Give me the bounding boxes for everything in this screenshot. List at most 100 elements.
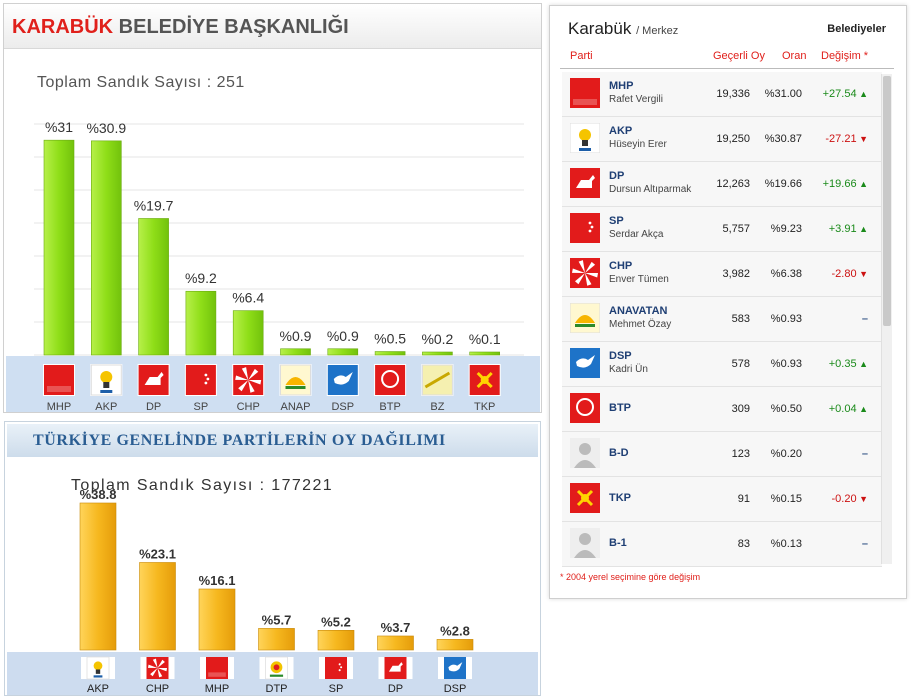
change-text: +27.54 — [822, 88, 857, 100]
bar-dsp — [436, 639, 474, 651]
chp-logo — [146, 657, 169, 679]
bar-dsp — [327, 348, 359, 356]
value-label-akp: %38.8 — [80, 487, 117, 502]
vote-rate: %30.87 — [764, 133, 802, 145]
bar-akp — [79, 502, 117, 651]
party-name: AKP — [609, 125, 633, 137]
value-label-bz: %0.2 — [421, 331, 453, 347]
valid-votes: 309 — [731, 403, 750, 415]
arrow-up-icon: ▲ — [856, 224, 868, 234]
category-label-akp: AKP — [95, 401, 117, 413]
person-placeholder-icon — [570, 528, 600, 558]
change-value: -2.80 ▼ — [832, 268, 869, 280]
tkp-logo — [570, 483, 600, 513]
dp-logo — [384, 657, 407, 679]
dp-logo — [570, 168, 600, 198]
arrow-down-icon: ▼ — [856, 134, 868, 144]
btp-logo — [375, 365, 406, 395]
scrollbar[interactable] — [881, 74, 892, 564]
result-row-chp[interactable]: CHP Enver Tümen 3,982 %6.38 -2.80 ▼ — [562, 252, 882, 297]
category-label-btp: BTP — [379, 401, 400, 413]
value-label-btp: %0.5 — [374, 331, 406, 347]
result-row-dp[interactable]: DP Dursun Altıparmak 12,263 %19.66 +19.66 ▲ — [562, 162, 882, 207]
vote-rate: %0.93 — [770, 358, 802, 370]
dsp-logo — [444, 657, 466, 679]
category-label-akp: AKP — [87, 683, 109, 695]
dp-logo — [138, 365, 169, 395]
dsp-logo — [570, 348, 600, 378]
header-divider — [560, 68, 894, 69]
person-placeholder-icon — [570, 528, 600, 558]
candidate-name: Dursun Altıparmak — [609, 184, 692, 195]
mhp-logo — [570, 78, 600, 108]
col-header-votes: Geçerli Oy — [713, 50, 765, 62]
value-label-dp: %19.7 — [134, 197, 174, 213]
akp-logo — [570, 123, 600, 153]
col-header-rate: Oran — [782, 50, 807, 62]
change-text: +19.66 — [822, 178, 857, 190]
value-label-dp: %3.7 — [381, 620, 411, 635]
change-text: – — [861, 448, 868, 460]
vote-rate: %6.38 — [770, 268, 802, 280]
bar-tkp — [469, 351, 501, 356]
value-label-dtp: %5.7 — [262, 612, 292, 627]
scrollbar-thumb[interactable] — [883, 76, 891, 326]
vote-rate: %19.66 — [764, 178, 802, 190]
change-text: +3.91 — [828, 223, 857, 235]
results-list: MHP Rafet Vergili 19,336 %31.00 +27.54 ▲ AKP H… — [562, 72, 882, 567]
akp-logo — [570, 123, 600, 153]
candidate-name: Kadri Ün — [609, 364, 648, 375]
change-text: – — [861, 313, 868, 325]
result-row-btp[interactable]: BTP 309 %0.50 +0.04 ▲ — [562, 387, 882, 432]
sp-logo — [325, 657, 347, 679]
result-row-dsp[interactable]: DSP Kadri Ün 578 %0.93 +0.35 ▲ — [562, 342, 882, 387]
dsp-logo — [327, 365, 358, 395]
sp-logo — [570, 213, 600, 243]
result-row-akp[interactable]: AKP Hüseyin Erer 19,250 %30.87 -27.21 ▼ — [562, 117, 882, 162]
result-row-anavatan[interactable]: ANAVATAN Mehmet Özay 583 %0.93 – — [562, 297, 882, 342]
result-row-b-1[interactable]: B-1 83 %0.13 – — [562, 522, 882, 567]
sp-logo — [570, 213, 600, 243]
bz-logo — [421, 364, 453, 396]
btp-logo — [570, 393, 600, 423]
change-value: -27.21 ▼ — [825, 133, 868, 145]
vote-rate: %0.93 — [770, 313, 802, 325]
akp-logo — [86, 656, 110, 680]
change-text: +0.35 — [828, 358, 857, 370]
result-row-sp[interactable]: SP Serdar Akça 5,757 %9.23 +3.91 ▲ — [562, 207, 882, 252]
value-label-akp: %30.9 — [86, 120, 126, 136]
result-row-b-d[interactable]: B-D 123 %0.20 – — [562, 432, 882, 477]
vote-rate: %0.20 — [770, 448, 802, 460]
dsp-logo — [570, 348, 600, 378]
party-name: B-D — [609, 447, 629, 459]
value-label-sp: %9.2 — [185, 270, 217, 286]
valid-votes: 123 — [731, 448, 750, 460]
valid-votes: 578 — [731, 358, 750, 370]
valid-votes: 583 — [731, 313, 750, 325]
category-label-dsp: DSP — [444, 683, 467, 695]
value-label-mhp: %31 — [45, 119, 73, 135]
change-text: – — [861, 538, 868, 550]
logo-strip — [6, 356, 540, 412]
candidate-name: Hüseyin Erer — [609, 139, 667, 150]
change-value: – — [862, 448, 868, 460]
value-label-chp: %6.4 — [232, 290, 264, 306]
col-header-change: Değişim * — [821, 50, 869, 62]
anap-logo — [280, 364, 311, 396]
result-row-mhp[interactable]: MHP Rafet Vergili 19,336 %31.00 +27.54 ▲ — [562, 72, 882, 117]
bar-mhp — [43, 139, 75, 356]
change-value: +0.04 ▲ — [829, 403, 868, 415]
bar-dp — [377, 635, 414, 651]
category-label-anap: ANAP — [281, 401, 311, 413]
karabuk-total-ballot-boxes: Toplam Sandık Sayısı : 251 — [37, 74, 245, 91]
result-row-tkp[interactable]: TKP 91 %0.15 -0.20 ▼ — [562, 477, 882, 522]
turkey-chart-title: TÜRKİYE GENELİNDE PARTİLERİN OY DAĞILIMI — [33, 432, 446, 449]
chp-logo — [570, 258, 600, 288]
category-label-dp: DP — [388, 683, 403, 695]
turkey-bar-chart: %38.8 AKP %23.1 CHP %16.1 MHP %5.7 DTP %5.2 SP %3.… — [7, 487, 538, 695]
change-value: +3.91 ▲ — [829, 223, 868, 235]
election-type[interactable]: Belediyeler — [827, 23, 886, 35]
anap-logo — [570, 303, 600, 333]
results-panel: Karabük / Merkez Belediyeler Parti Geçer… — [549, 5, 907, 599]
category-label-mhp: MHP — [205, 683, 229, 695]
